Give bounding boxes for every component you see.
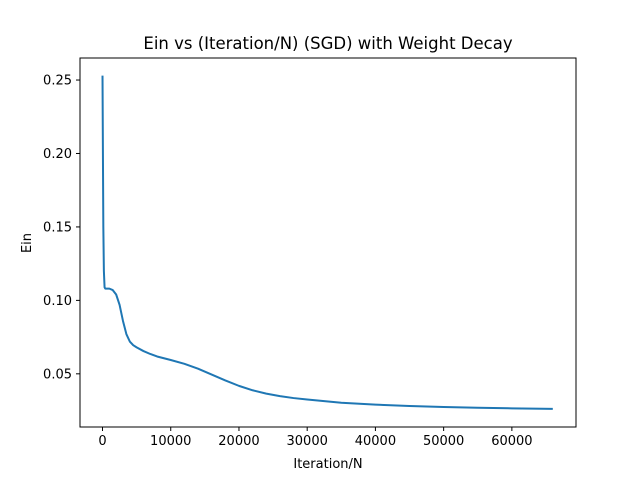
series-line-0 bbox=[101, 75, 553, 410]
chart-title: Ein vs (Iteration/N) (SGD) with Weight D… bbox=[143, 34, 512, 53]
x-tick-label: 60000 bbox=[491, 434, 532, 449]
x-axis: 0 10000 20000 30000 40000 50000 60000 bbox=[98, 427, 533, 449]
x-axis-label: Iteration/N bbox=[293, 457, 362, 472]
y-axis: 0.05 0.10 0.15 0.20 0.25 bbox=[43, 74, 80, 382]
series-layer bbox=[101, 75, 553, 410]
x-tick-label: 50000 bbox=[423, 434, 464, 449]
x-tick-label: 40000 bbox=[355, 434, 396, 449]
x-tick-label: 30000 bbox=[287, 434, 328, 449]
y-tick-label: 0.20 bbox=[43, 147, 72, 162]
y-tick-label: 0.10 bbox=[43, 294, 72, 309]
x-tick-label: 20000 bbox=[218, 434, 259, 449]
x-tick-label: 0 bbox=[98, 434, 106, 449]
plot-frame bbox=[79, 57, 577, 428]
x-tick-label: 10000 bbox=[150, 434, 191, 449]
y-tick-label: 0.25 bbox=[43, 74, 72, 89]
y-tick-label: 0.05 bbox=[43, 367, 72, 382]
y-tick-label: 0.15 bbox=[43, 220, 72, 235]
plot-area bbox=[79, 57, 577, 428]
y-axis-label: Ein bbox=[20, 233, 35, 253]
